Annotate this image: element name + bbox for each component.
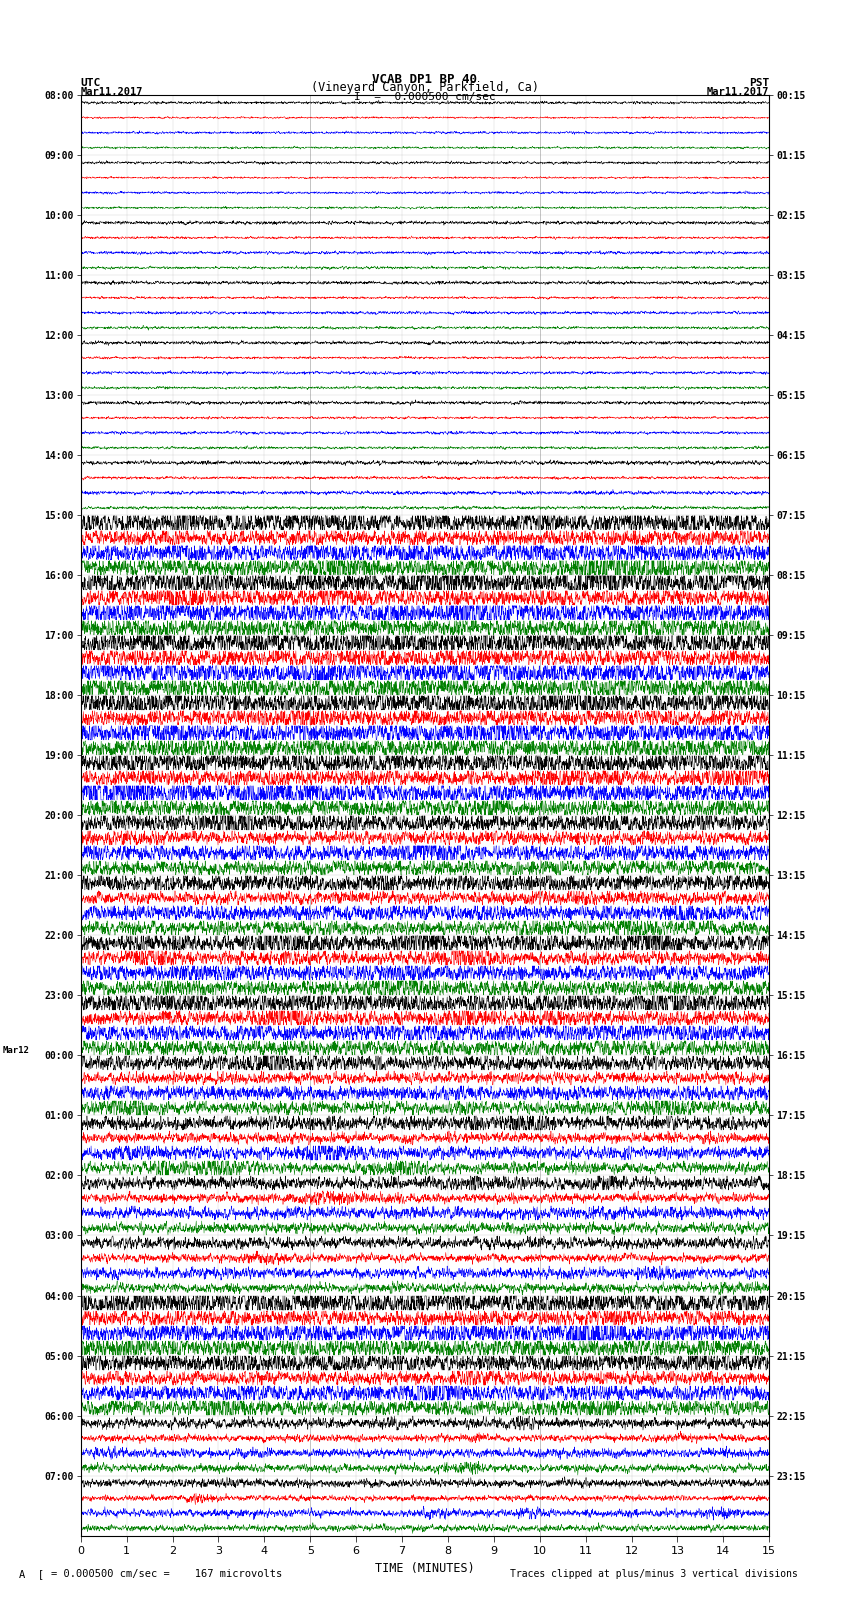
Text: VCAB DP1 BP 40: VCAB DP1 BP 40 <box>372 73 478 85</box>
Text: Mar12: Mar12 <box>3 1047 29 1055</box>
Text: (Vineyard Canyon, Parkfield, Ca): (Vineyard Canyon, Parkfield, Ca) <box>311 81 539 94</box>
Text: UTC: UTC <box>81 77 101 87</box>
Text: Mar11,2017: Mar11,2017 <box>706 87 769 97</box>
Text: Mar11,2017: Mar11,2017 <box>81 87 144 97</box>
Text: PST: PST <box>749 77 769 87</box>
Text: = 0.000500 cm/sec =    167 microvolts: = 0.000500 cm/sec = 167 microvolts <box>51 1569 282 1579</box>
X-axis label: TIME (MINUTES): TIME (MINUTES) <box>375 1561 475 1574</box>
Text: A  [: A [ <box>19 1569 43 1579</box>
Text: I  =  0.000500 cm/sec: I = 0.000500 cm/sec <box>354 92 496 103</box>
Text: Traces clipped at plus/minus 3 vertical divisions: Traces clipped at plus/minus 3 vertical … <box>510 1569 798 1579</box>
